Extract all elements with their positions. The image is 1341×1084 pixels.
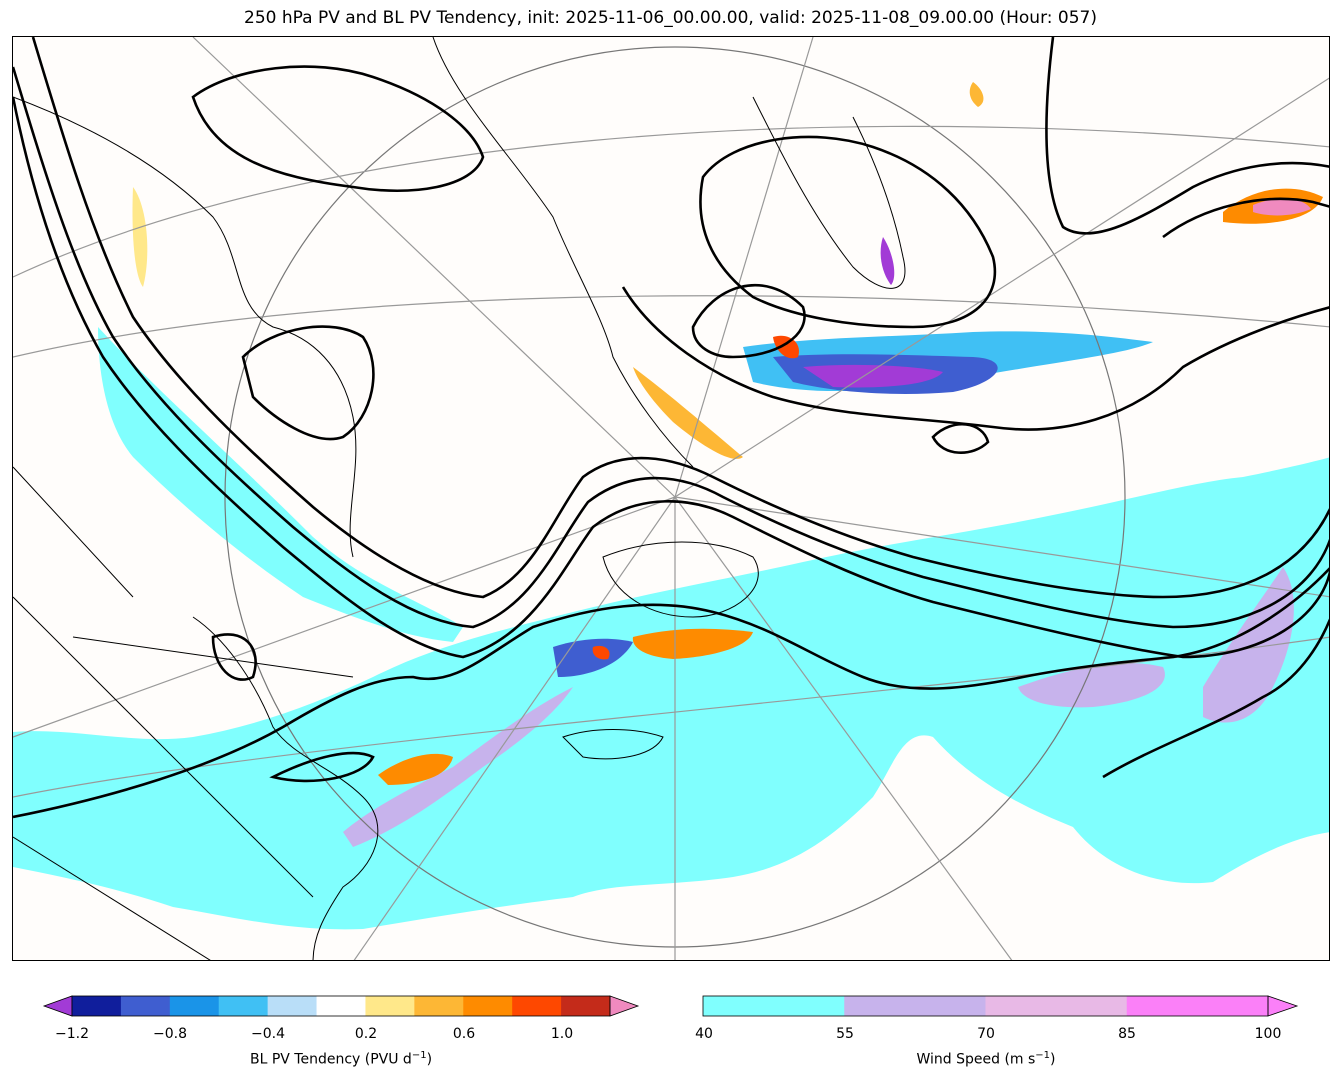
pv-colorbar-extend-high [609,995,640,1017]
pv-tendency-shading [132,82,1323,785]
pv-colorbar-swatch [316,996,366,1016]
pv-colorbar-swatch [267,996,318,1016]
wind-colorbar-label-text: Wind Speed (m s [916,1051,1036,1068]
pv-colorbar-label-exponent: −1 [411,1050,427,1061]
wind-colorbar-label: Wind Speed (m s−1) [916,1050,1055,1068]
graticule [13,37,1329,960]
pv-tick: −0.4 [251,1026,285,1042]
pv-tick: 0.2 [354,1026,378,1042]
pv-colorbar-swatch [561,996,611,1016]
pv-colorbar-extend-low [42,995,73,1017]
pv-colorbar-swatch [169,996,220,1016]
wind-tick: 100 [1254,1026,1282,1042]
wind-colorbar-extend-high [1267,995,1299,1017]
wind-tick: 85 [1118,1026,1136,1042]
map-panel[interactable] [12,36,1330,961]
pv-tendency-colorbar-swatches [42,995,640,1017]
wind-speed-colorbar [702,995,1299,1017]
wind-speed-colorbar-swatches [702,995,1299,1017]
pv-colorbar-swatch [120,996,171,1016]
wind-speed-shading [13,327,1329,930]
wind-colorbar-swatch [703,996,845,1016]
wind-tick: 70 [977,1026,995,1042]
pv-tick: 0.6 [452,1026,476,1042]
pv-colorbar-label-close: ) [426,1051,433,1068]
pv-tick: −0.8 [153,1026,187,1042]
pv-colorbar-swatch [365,996,415,1016]
pv-colorbar-swatch [463,996,513,1016]
map-canvas [13,37,1329,960]
pv-tick: 1.0 [550,1026,574,1042]
pv-colorbar-swatch [72,996,122,1016]
pv-colorbar-outline [71,995,611,1017]
pv-colorbar-label-text: BL PV Tendency (PVU d [249,1051,412,1068]
wind-colorbar-swatch [844,996,986,1016]
wind-colorbar-outline [702,995,1269,1017]
wind-colorbar-label-exponent: −1 [1035,1050,1051,1061]
pv-tendency-colorbar [42,995,640,1017]
wind-colorbar-label-close: ) [1050,1051,1056,1068]
pv-colorbar-swatch [512,996,562,1016]
coastlines [13,37,906,960]
pv-colorbar-swatch [218,996,269,1016]
wind-colorbar-swatch [1126,996,1269,1016]
pv-colorbar-label: BL PV Tendency (PVU d−1) [250,1050,432,1068]
map-title: 250 hPa PV and BL PV Tendency, init: 202… [244,8,1097,28]
wind-colorbar-swatch [985,996,1128,1016]
pv-tick: −1.2 [55,1026,89,1042]
wind-tick: 40 [695,1026,713,1042]
wind-tick: 55 [836,1026,854,1042]
pv-contours [13,37,1329,819]
pv-colorbar-swatch [414,996,464,1016]
